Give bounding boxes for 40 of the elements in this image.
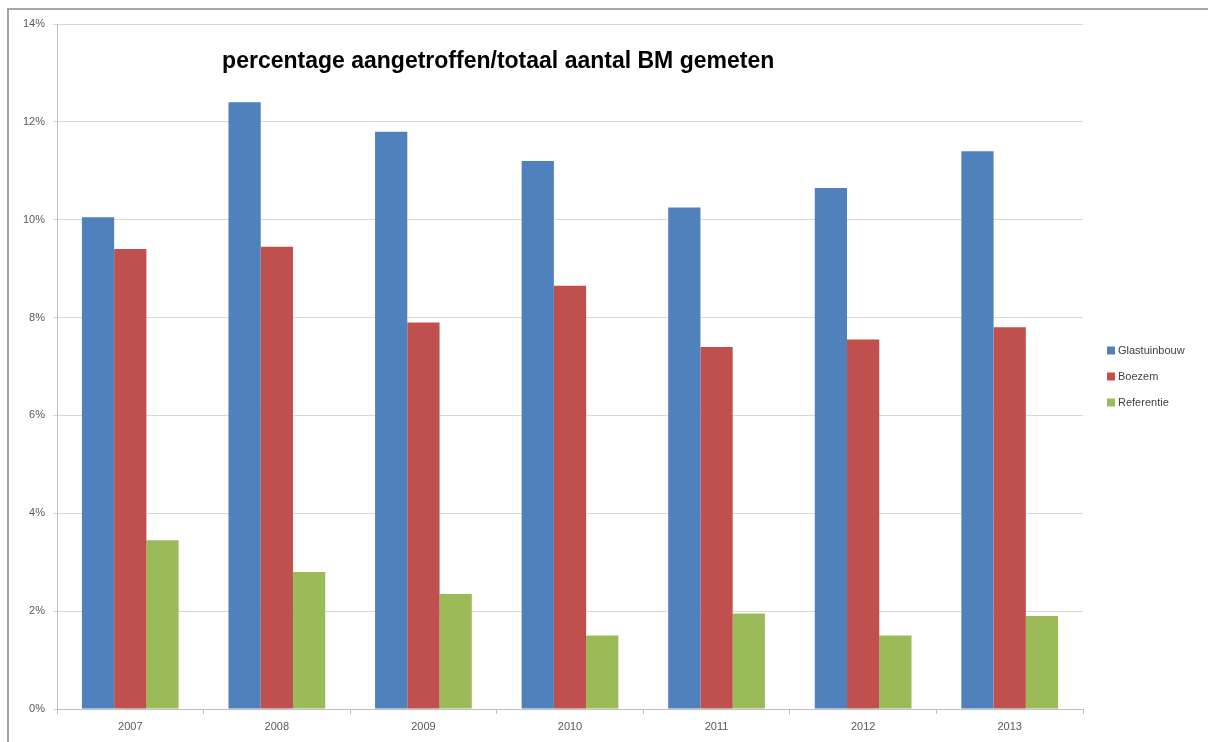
bar	[146, 540, 179, 709]
bar	[668, 207, 701, 709]
bar	[114, 249, 147, 709]
y-tick-label: 10%	[22, 212, 46, 225]
bar	[521, 161, 554, 709]
bar	[228, 102, 261, 709]
bar	[814, 187, 848, 709]
legend-label: Boezem	[1118, 369, 1159, 382]
legend-label: Glastuinbouw	[1118, 343, 1185, 356]
y-tick-label: 14%	[22, 17, 46, 30]
bar	[700, 346, 733, 709]
bar	[439, 594, 472, 709]
legend-label: Referentie	[1118, 395, 1169, 408]
y-tick-label: 4%	[29, 506, 46, 519]
text: percentage aangetroffen/totaal aantal BM gemeten	[222, 47, 775, 74]
x-tick-label: 2012	[850, 719, 876, 732]
bar	[586, 635, 619, 709]
bar	[81, 217, 115, 709]
x-tick-label: 2007	[118, 719, 143, 732]
y-tick-label: 2%	[29, 604, 46, 617]
bar	[732, 613, 765, 709]
x-tick-label: 2013	[997, 719, 1022, 732]
y-tick-label: 0%	[29, 702, 46, 715]
bar	[993, 327, 1026, 709]
bar	[407, 322, 440, 709]
bar	[375, 131, 408, 709]
bar	[847, 339, 880, 709]
y-tick-label: 12%	[22, 114, 46, 127]
bar	[292, 572, 326, 709]
x-tick-label: 2009	[411, 719, 436, 732]
bar	[879, 635, 912, 709]
bar	[553, 285, 587, 709]
bar	[1025, 616, 1059, 709]
y-tick-label: 8%	[29, 310, 46, 323]
y-tick-label: 6%	[29, 408, 46, 421]
bar	[961, 151, 994, 709]
x-tick-label: 2011	[704, 719, 729, 732]
x-tick-label: 2008	[264, 719, 290, 732]
x-tick-label: 2010	[557, 719, 583, 732]
bar	[260, 246, 293, 709]
